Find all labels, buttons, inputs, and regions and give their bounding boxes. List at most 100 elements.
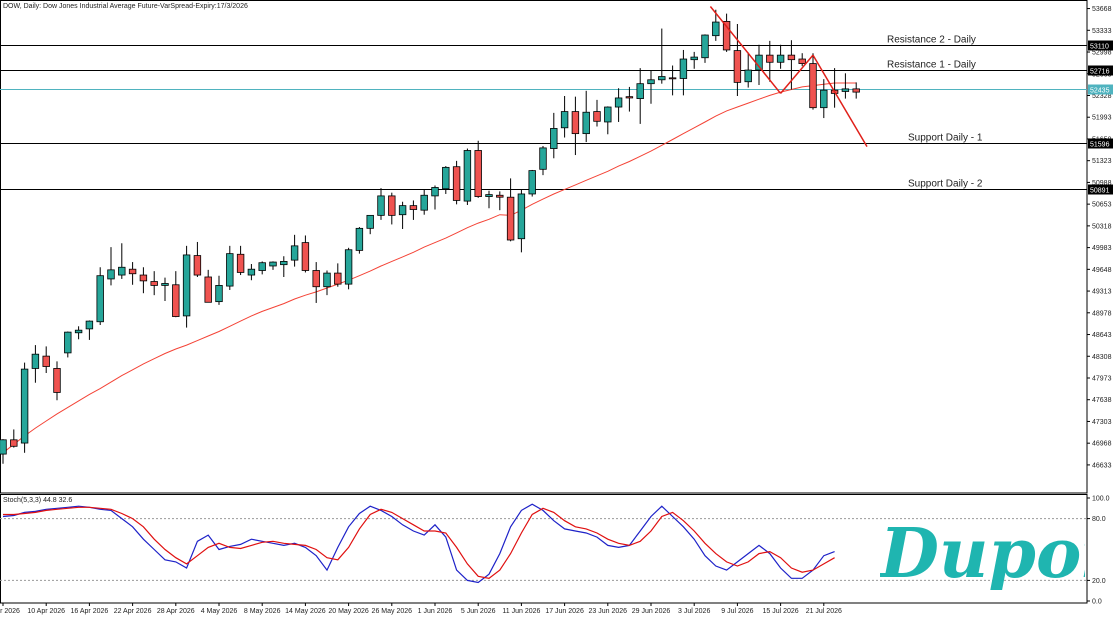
y-tick-label: 46633 (1092, 462, 1112, 469)
bull-candle-body (85, 320, 94, 330)
candle (74, 326, 83, 340)
bear-candle-body (452, 166, 461, 201)
candle (841, 73, 850, 99)
y-tick-label: 48643 (1092, 332, 1112, 339)
bull-candle-body (96, 275, 104, 323)
y-tick-label: 50318 (1092, 223, 1112, 230)
bear-candle-body (766, 54, 774, 63)
candle (139, 267, 148, 294)
bull-candle-body (636, 83, 644, 99)
candle (420, 189, 428, 215)
bull-candle-body (463, 150, 472, 202)
bear-candle-body (236, 253, 245, 273)
y-tick-label: 47638 (1092, 397, 1112, 404)
candle (517, 189, 526, 253)
candle (442, 166, 450, 194)
candle (496, 191, 504, 211)
bear-candle-body (193, 255, 202, 276)
candle (334, 263, 342, 287)
pattern-line (812, 54, 868, 147)
sr-price-tag (1088, 138, 1113, 149)
candle (679, 49, 688, 96)
candle (571, 96, 580, 156)
candle (528, 169, 536, 197)
x-tick-label: 4 May 2026 (201, 608, 238, 615)
candle (506, 178, 515, 242)
bear-candle-body (53, 368, 61, 393)
bull-candle-body (550, 128, 558, 149)
bull-candle-body (420, 194, 428, 211)
chart-title: DOW, Daily: Dow Jones Industrial Average… (3, 3, 248, 10)
candle (193, 241, 202, 277)
candle (128, 262, 137, 285)
bear-candle-body (10, 439, 18, 447)
stoch-title: Stoch(5,3,3) 44.8 32.6 (3, 497, 72, 504)
candle (96, 267, 104, 325)
candle (409, 200, 418, 220)
candle (204, 269, 212, 303)
candle (182, 245, 191, 328)
sr-label: Support Daily - 2 (908, 179, 983, 190)
candle (118, 243, 126, 279)
candle (107, 247, 115, 286)
candle (647, 70, 655, 104)
bull-candle-body (690, 56, 698, 61)
candle (452, 160, 461, 205)
bull-candle-body (582, 111, 590, 135)
candle (42, 346, 50, 373)
candle (614, 88, 623, 122)
y-tick-label: 48978 (1092, 310, 1112, 317)
candle (474, 140, 482, 198)
stoch-y-tick-label: 20.0 (1092, 578, 1106, 585)
bear-candle-body (852, 88, 860, 93)
candle (852, 82, 860, 99)
candle (161, 277, 169, 301)
bull-candle-body (247, 268, 256, 276)
candle (463, 148, 472, 205)
candle (366, 214, 374, 235)
bull-candle-body (776, 54, 785, 63)
candle (323, 270, 331, 296)
bull-candle-body (20, 368, 29, 444)
main-frame (0, 0, 1088, 494)
sr-label: Resistance 2 - Daily (887, 35, 976, 46)
pattern-line (709, 6, 782, 94)
bear-candle-body (139, 274, 148, 282)
bear-candle-body (571, 111, 580, 135)
sr-price-tag (1088, 65, 1113, 76)
candle (604, 106, 612, 135)
y-tick-label: 51323 (1092, 158, 1112, 165)
bear-candle-body (409, 205, 418, 210)
bear-candle-body (506, 196, 515, 241)
bull-candle-body (226, 253, 234, 287)
candle (377, 188, 385, 220)
x-tick-label: 3 Jul 2026 (678, 608, 710, 615)
bull-candle-body (442, 166, 450, 190)
stoch-k-line (2, 503, 835, 584)
bear-candle-body (312, 270, 320, 288)
candle (301, 235, 310, 273)
x-tick-label: 28 Apr 2026 (157, 608, 195, 615)
bear-candle-body (809, 63, 817, 109)
stoch-y-tick-label: 0.0 (1092, 599, 1102, 606)
candle (560, 96, 569, 138)
stoch-frame (0, 494, 1088, 604)
x-tick-label: 26 May 2026 (372, 608, 413, 615)
bull-candle-body (377, 195, 385, 216)
stochastic-panel: Stoch(5,3,3) 44.8 32.6 (0, 494, 1088, 604)
y-tick-label: 50653 (1092, 202, 1112, 209)
bear-candle-body (128, 268, 137, 275)
y-tick-label: 51993 (1092, 115, 1112, 122)
y-tick-label: 48308 (1092, 354, 1112, 361)
candle (85, 320, 94, 340)
candle (550, 112, 558, 159)
stoch-y-tick-label: 100.0 (1092, 496, 1110, 503)
dupoin-logo: Dupoin (878, 514, 1113, 594)
bull-candle-body (31, 353, 40, 369)
bull-candle-body (539, 147, 547, 170)
y-tick-label: 49983 (1092, 245, 1112, 252)
y-tick-label: 52998 (1092, 50, 1112, 57)
y-tick-label: 49648 (1092, 267, 1112, 274)
current-price-tag (1088, 84, 1113, 95)
